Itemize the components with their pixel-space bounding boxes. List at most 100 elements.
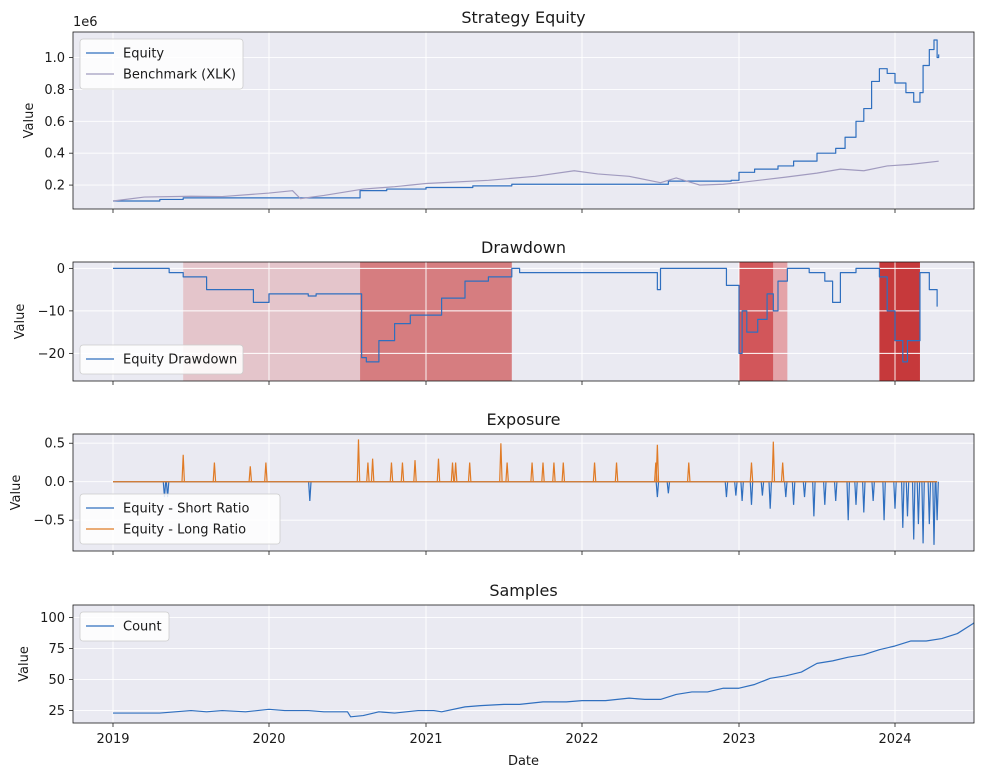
y-tick-label: 75 <box>48 642 65 657</box>
data-spike <box>802 481 807 498</box>
x-tick-label: 2023 <box>722 732 755 747</box>
data-spike <box>450 462 455 482</box>
drawdown-period-3 <box>739 262 774 381</box>
chart-title: Samples <box>489 581 557 600</box>
y-tick-label: 50 <box>48 673 65 688</box>
data-spike <box>453 462 458 482</box>
legend: Equity Drawdown <box>79 344 244 375</box>
x-tick-label: 2024 <box>878 732 911 747</box>
data-spike <box>400 462 405 482</box>
data-spike <box>655 481 660 498</box>
data-spike <box>882 481 886 521</box>
series-line-1 <box>113 267 938 363</box>
data-spike <box>893 481 897 509</box>
data-spike <box>927 481 932 525</box>
y-tick-label: 100 <box>40 611 65 626</box>
data-spike <box>181 454 185 482</box>
series-line-2 <box>112 160 939 202</box>
legend-label: Equity - Long Ratio <box>123 523 246 538</box>
data-spike <box>932 481 936 545</box>
y-tick-label: 0.2 <box>44 179 65 194</box>
y-tick-label: −0.5 <box>33 514 65 529</box>
y-tick-label: 0.8 <box>44 83 65 98</box>
data-spike <box>862 481 866 513</box>
data-spike <box>467 462 472 482</box>
x-tick-label: 2019 <box>96 732 129 747</box>
legend-box <box>79 344 244 375</box>
data-spike <box>833 481 838 502</box>
series-line-1 <box>113 39 940 202</box>
data-spike <box>784 481 788 498</box>
data-spike <box>666 481 671 494</box>
data-spike <box>308 481 312 502</box>
axes-frame <box>72 433 975 552</box>
y-tick-label: 25 <box>48 704 65 719</box>
y-tick-label: 0.0 <box>44 475 65 490</box>
legend-label: Count <box>123 620 162 635</box>
data-spike <box>901 481 905 528</box>
data-spike <box>724 481 729 498</box>
data-spike <box>264 462 268 482</box>
data-spike <box>530 462 534 482</box>
data-spike <box>780 462 785 482</box>
data-spike <box>655 444 660 482</box>
data-spike <box>356 439 361 482</box>
data-spike <box>916 481 921 525</box>
data-spike <box>911 481 916 540</box>
series-group <box>113 267 938 363</box>
legend-box <box>79 38 244 90</box>
series-line-1 <box>113 622 974 718</box>
legend-box <box>79 493 281 545</box>
data-spike <box>212 462 217 482</box>
data-spike <box>921 481 925 544</box>
y-axis-label: Value <box>22 103 37 139</box>
data-spike <box>248 466 253 482</box>
data-spike <box>592 462 597 482</box>
drawdown-period-2 <box>360 262 512 381</box>
x-tick-label: 2020 <box>252 732 285 747</box>
data-spike <box>823 481 827 505</box>
data-spike <box>541 462 545 482</box>
data-spike <box>734 481 738 496</box>
series-group <box>112 39 940 202</box>
data-spike <box>505 462 509 482</box>
legend-label: Benchmark (XLK) <box>123 68 236 83</box>
legend-label: Equity Drawdown <box>123 353 237 368</box>
y-tick-label: −20 <box>38 347 65 362</box>
x-axis-label: Date <box>508 754 539 769</box>
drawdown-period-4 <box>773 262 788 381</box>
panel-3: 0.5 0.0 −0.5 Exposure Value Equity - Short Ra… <box>9 410 975 555</box>
y-tick-label: −10 <box>38 304 65 319</box>
chart-title: Drawdown <box>481 238 566 257</box>
y-tick-label: 0.4 <box>44 147 65 162</box>
plot-background <box>73 605 974 723</box>
data-spike <box>768 481 772 509</box>
data-spike <box>905 481 910 517</box>
data-spike <box>935 481 939 521</box>
data-spike <box>436 458 441 482</box>
series-group <box>113 622 974 718</box>
y-tick-label: 0 <box>57 262 65 277</box>
legend-label: Equity - Short Ratio <box>123 502 250 517</box>
axes-frame <box>72 261 975 382</box>
y-axis-label: Value <box>13 304 28 340</box>
data-spike <box>413 460 417 482</box>
data-spike <box>740 481 744 502</box>
panel-1: 0.2 0.4 0.6 0.8 1.0 1e6 Strategy Equity Value Eq… <box>22 8 975 213</box>
axes-frame <box>72 604 975 724</box>
data-spike <box>871 481 875 502</box>
data-spike <box>771 441 776 482</box>
legend: Count <box>79 611 170 642</box>
chart-title: Exposure <box>486 410 560 429</box>
y-tick-label: 0.5 <box>44 437 65 452</box>
legend: Equity Benchmark (XLK) <box>79 38 244 90</box>
data-spike <box>846 481 850 521</box>
legend-label: Equity <box>123 47 164 62</box>
data-spike <box>561 462 566 482</box>
data-spike <box>552 462 556 482</box>
drawdown-period-5 <box>879 262 920 381</box>
data-spike <box>854 481 858 505</box>
data-spike <box>812 481 816 517</box>
data-spike <box>370 458 375 482</box>
series-group <box>113 439 939 545</box>
